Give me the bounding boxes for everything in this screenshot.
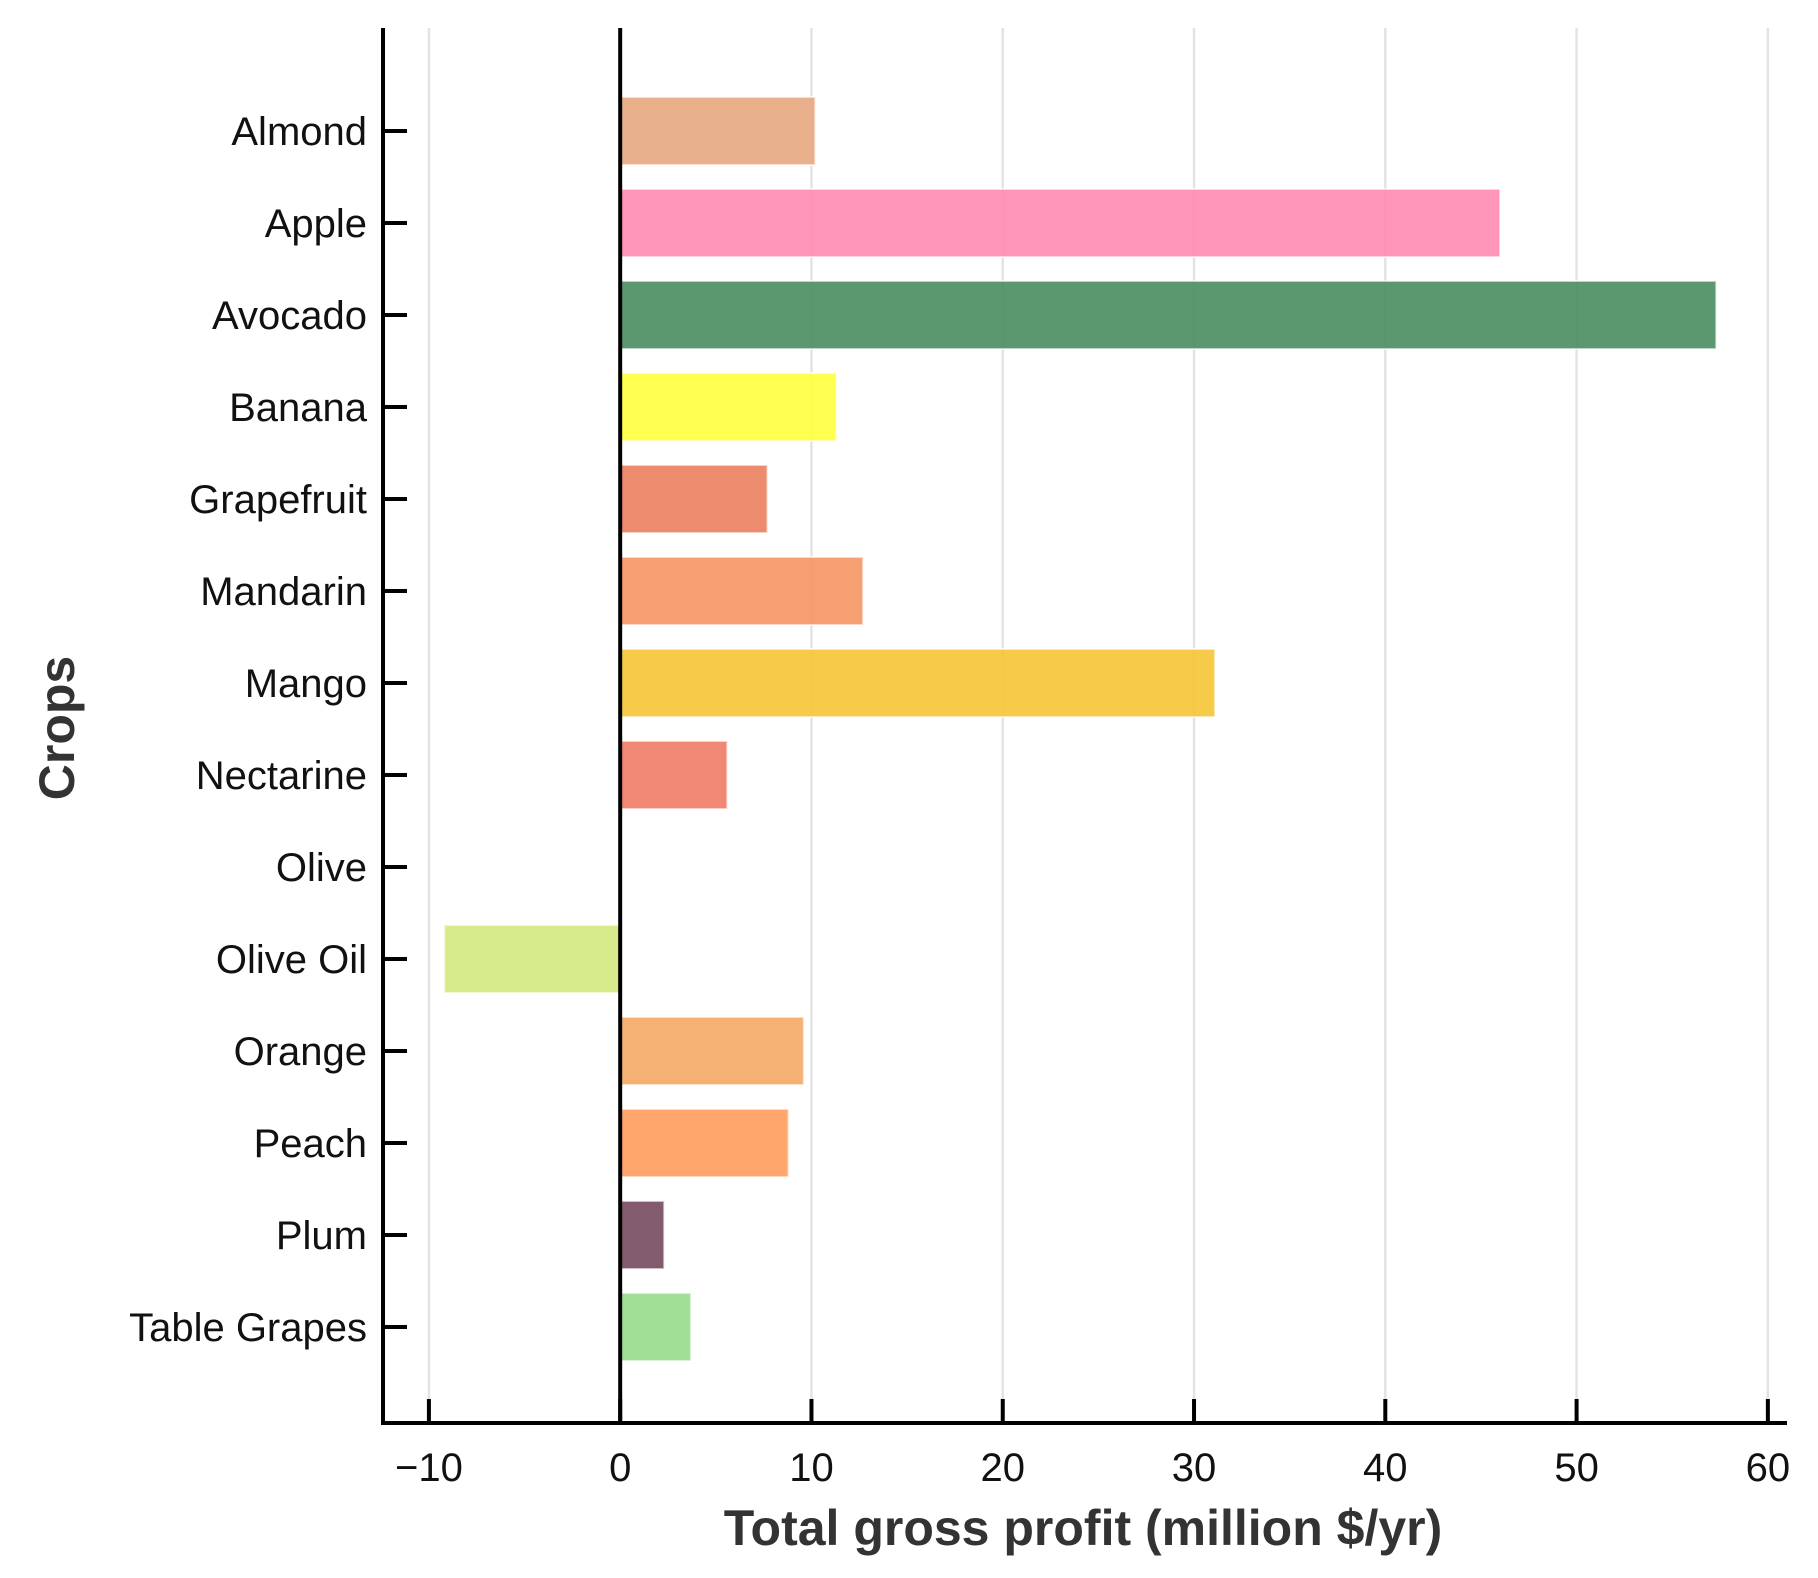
bar-avocado xyxy=(619,280,1718,350)
x-tick-label: 60 xyxy=(1746,1446,1791,1490)
y-tick-label: Table Grapes xyxy=(129,1306,367,1350)
x-tick-label: 20 xyxy=(980,1446,1025,1490)
y-tick-label: Mango xyxy=(245,662,367,706)
bar-almond xyxy=(619,96,817,166)
y-tick-label: Almond xyxy=(231,110,367,154)
axes xyxy=(381,28,1787,1425)
y-tick-label: Banana xyxy=(229,386,368,430)
y-axis-title: Crops xyxy=(29,656,85,800)
y-tick-label: Mandarin xyxy=(200,570,367,614)
y-tick-label: Grapefruit xyxy=(189,478,367,522)
bar-plum xyxy=(619,1200,666,1270)
bar-mango xyxy=(619,648,1217,718)
x-tick-label: 40 xyxy=(1363,1446,1408,1490)
bars xyxy=(443,96,1718,1362)
bar-banana xyxy=(619,372,838,442)
y-tick-label: Peach xyxy=(254,1122,367,1166)
x-tick-label: 50 xyxy=(1554,1446,1599,1490)
bar-nectarine xyxy=(619,740,729,810)
y-tick-label: Plum xyxy=(276,1214,367,1258)
y-tick-label: Olive xyxy=(276,846,367,890)
ticks: Almond Apple Avocado Banana Grapefruit Mandar… xyxy=(129,110,1790,1490)
bar-grapefruit xyxy=(619,464,769,534)
x-tick-label: 0 xyxy=(609,1446,631,1490)
x-tick-label: 30 xyxy=(1172,1446,1217,1490)
bar-apple xyxy=(619,188,1502,258)
bar-orange xyxy=(619,1016,805,1086)
y-tick-label: Avocado xyxy=(212,294,367,338)
bar-mandarin xyxy=(619,556,865,626)
bar-olive-oil xyxy=(443,924,622,994)
y-tick-label: Apple xyxy=(265,202,367,246)
y-tick-label: Nectarine xyxy=(196,754,367,798)
bar-table-grapes xyxy=(619,1292,692,1362)
x-axis-title: Total gross profit (million $/yr) xyxy=(724,1500,1443,1556)
x-tick-label: −10 xyxy=(395,1446,463,1490)
x-tick-label: 10 xyxy=(789,1446,834,1490)
y-tick-label: Olive Oil xyxy=(216,938,367,982)
y-tick-label: Orange xyxy=(234,1030,367,1074)
bar-peach xyxy=(619,1108,790,1178)
